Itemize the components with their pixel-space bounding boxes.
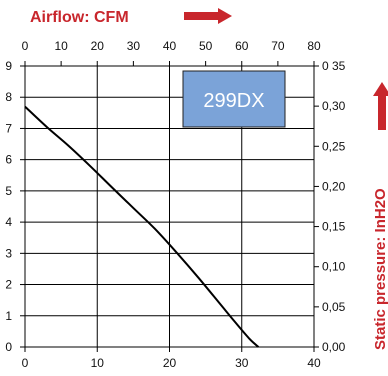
y-left-tick-label: 6: [5, 153, 12, 167]
right-arrow-icon: [184, 8, 232, 24]
y-right-tick-label: 0,15: [322, 220, 346, 234]
y-left-tick-label: 5: [5, 184, 12, 198]
y-left-tick-label: 0: [5, 340, 12, 354]
y-right-tick-label: 0,10: [322, 260, 346, 274]
y-left-ticks: 0 1 2 3 4 5 6 7 8 9: [5, 59, 25, 354]
y-right-tick-label: 0,20: [322, 179, 346, 193]
y-left-tick-label: 9: [5, 59, 12, 73]
x-bottom-tick-label: 10: [91, 356, 105, 370]
airflow-header: Airflow: CFM: [30, 9, 129, 26]
x-top-tick-label: 50: [199, 39, 213, 53]
y-left-tick-label: 4: [5, 215, 12, 229]
y-left-tick-label: 7: [5, 121, 12, 135]
y-right-tick-label: 0,25: [322, 139, 346, 153]
x-bottom-ticks: 0 10 20 30 40: [22, 347, 321, 370]
y-right-tick-label: 0,00: [322, 340, 346, 354]
x-top-tick-label: 0: [22, 39, 29, 53]
x-bottom-tick-label: 20: [163, 356, 177, 370]
x-top-tick-label: 20: [91, 39, 105, 53]
model-label-box: 299DX: [182, 70, 286, 128]
x-top-tick-label: 30: [127, 39, 141, 53]
y-right-tick-label: 0,30: [322, 99, 346, 113]
x-top-tick-label: 70: [271, 39, 285, 53]
model-label: 299DX: [203, 90, 264, 112]
y-right-tick-label: 0 35: [322, 59, 346, 73]
up-arrow-icon: [373, 82, 388, 130]
x-top-ticks: 0 10 20 30 40 50 60 70 80: [22, 39, 321, 66]
x-bottom-tick-label: 30: [235, 356, 249, 370]
y-left-tick-label: 3: [5, 246, 12, 260]
static-pressure-header: Static pressure: InH2O: [372, 188, 388, 350]
x-bottom-tick-label: 0: [22, 356, 29, 370]
x-top-tick-label: 60: [235, 39, 249, 53]
y-left-tick-label: 1: [5, 309, 12, 323]
airflow-curve-line: [24, 105, 260, 348]
y-right-ticks: 0,00 0,05 0,10 0,15 0,20 0,25 0,30 0 35: [314, 59, 346, 354]
y-left-tick-label: 8: [5, 90, 12, 104]
x-bottom-tick-label: 40: [307, 356, 321, 370]
y-right-tick-label: 0,05: [322, 300, 346, 314]
x-top-tick-label: 40: [163, 39, 177, 53]
x-top-tick-label: 10: [54, 39, 68, 53]
y-left-tick-label: 2: [5, 278, 12, 292]
x-top-tick-label: 80: [307, 39, 321, 53]
